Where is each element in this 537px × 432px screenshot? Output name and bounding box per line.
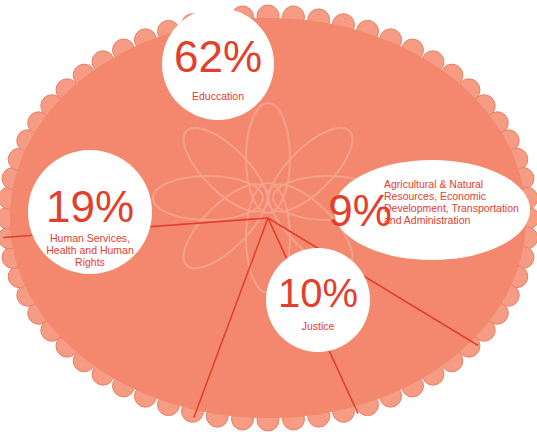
label-bubble xyxy=(162,8,274,120)
category-label: Human Services,Health and HumanRights xyxy=(46,232,134,268)
slice-divider xyxy=(194,218,268,418)
category-label: Agricultural & NaturalResources, Economi… xyxy=(384,178,519,226)
crust xyxy=(0,5,537,431)
label-bubble xyxy=(266,248,370,352)
chart: 62% Educcation 9%Agricultural & NaturalRes… xyxy=(0,0,537,432)
label-bubble xyxy=(28,150,152,274)
data-label: 19% xyxy=(46,182,134,231)
labels: 62% Educcation 9%Agricultural & NaturalRes… xyxy=(28,8,530,352)
label-line: Rights xyxy=(75,256,105,268)
label-line: Health and Human xyxy=(46,244,134,256)
lattice-leaf xyxy=(171,115,280,224)
label-line: Human Services, xyxy=(50,232,130,244)
category-label: Justice xyxy=(302,320,335,332)
lattice-leaf xyxy=(171,172,280,281)
data-label: 62% xyxy=(174,32,262,81)
label-line: Agricultural & Natural xyxy=(384,178,483,190)
label-line: Development, Transportation xyxy=(384,202,519,214)
data-label: 10% xyxy=(278,271,358,315)
label-line: and Administration xyxy=(384,214,471,226)
data-label: 9% xyxy=(328,186,392,235)
category-label: Educcation xyxy=(192,90,244,102)
label-line: Educcation xyxy=(192,90,244,102)
label-line: Justice xyxy=(302,320,335,332)
label-line: Resources, Economic xyxy=(384,190,486,202)
